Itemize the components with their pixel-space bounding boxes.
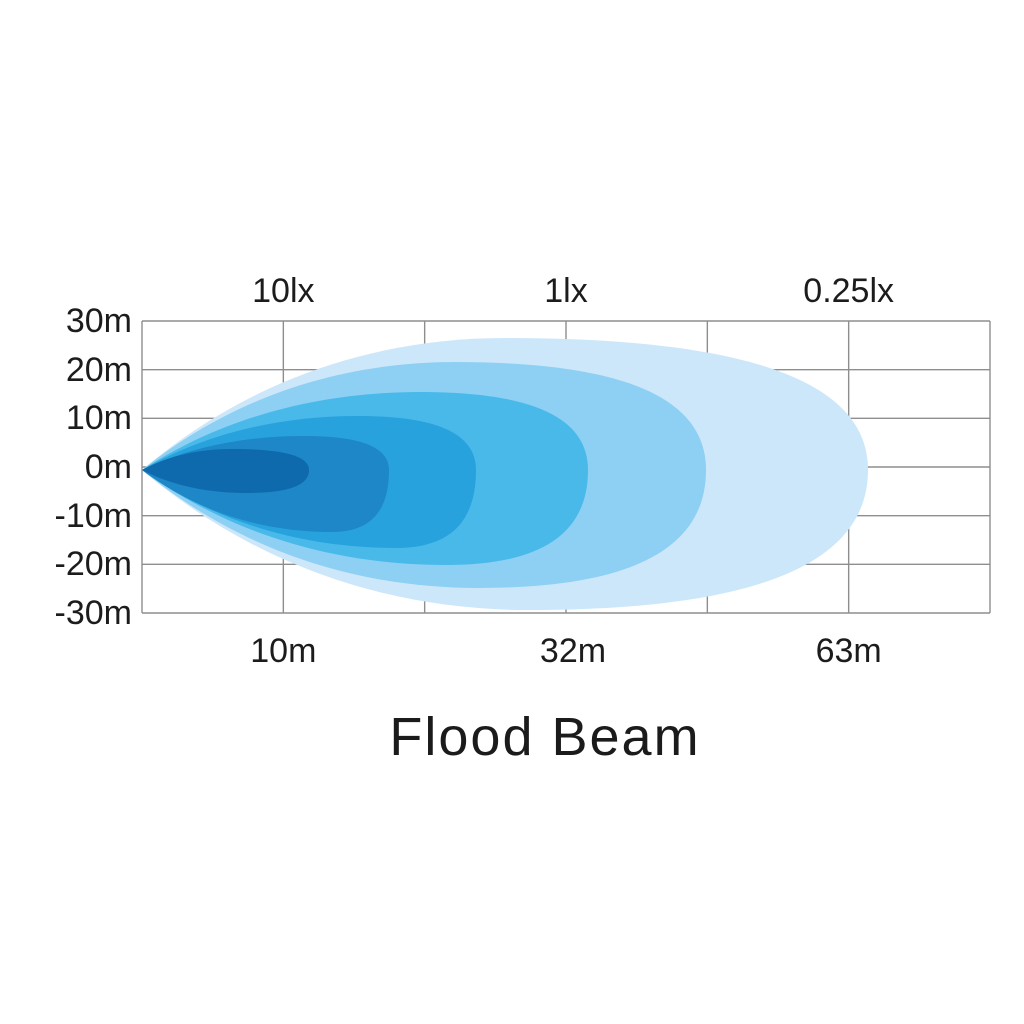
y-axis-label-30m: 30m xyxy=(65,302,132,340)
beam-contour-zone-1-core xyxy=(142,449,309,493)
y-axis-label-10m: 10m xyxy=(65,399,132,438)
bottom-axis-label-63m: 63m xyxy=(815,632,882,670)
top-axis-label-10lx: 10lx xyxy=(252,272,315,310)
bottom-axis-label-10m: 10m xyxy=(250,632,317,670)
chart-title: Flood Beam xyxy=(389,707,701,767)
y-axis-label--10m: -10m xyxy=(54,496,132,535)
top-axis-label-0.25lx: 0.25lx xyxy=(803,272,895,310)
y-axis-label--30m: -30m xyxy=(54,594,132,632)
bottom-axis-label-32m: 32m xyxy=(539,632,607,670)
top-axis-label-1lx: 1lx xyxy=(544,272,588,310)
y-axis-label-20m: 20m xyxy=(65,350,132,389)
y-axis-label-0m: 0m xyxy=(84,448,132,486)
y-axis-label--20m: -20m xyxy=(54,545,132,584)
